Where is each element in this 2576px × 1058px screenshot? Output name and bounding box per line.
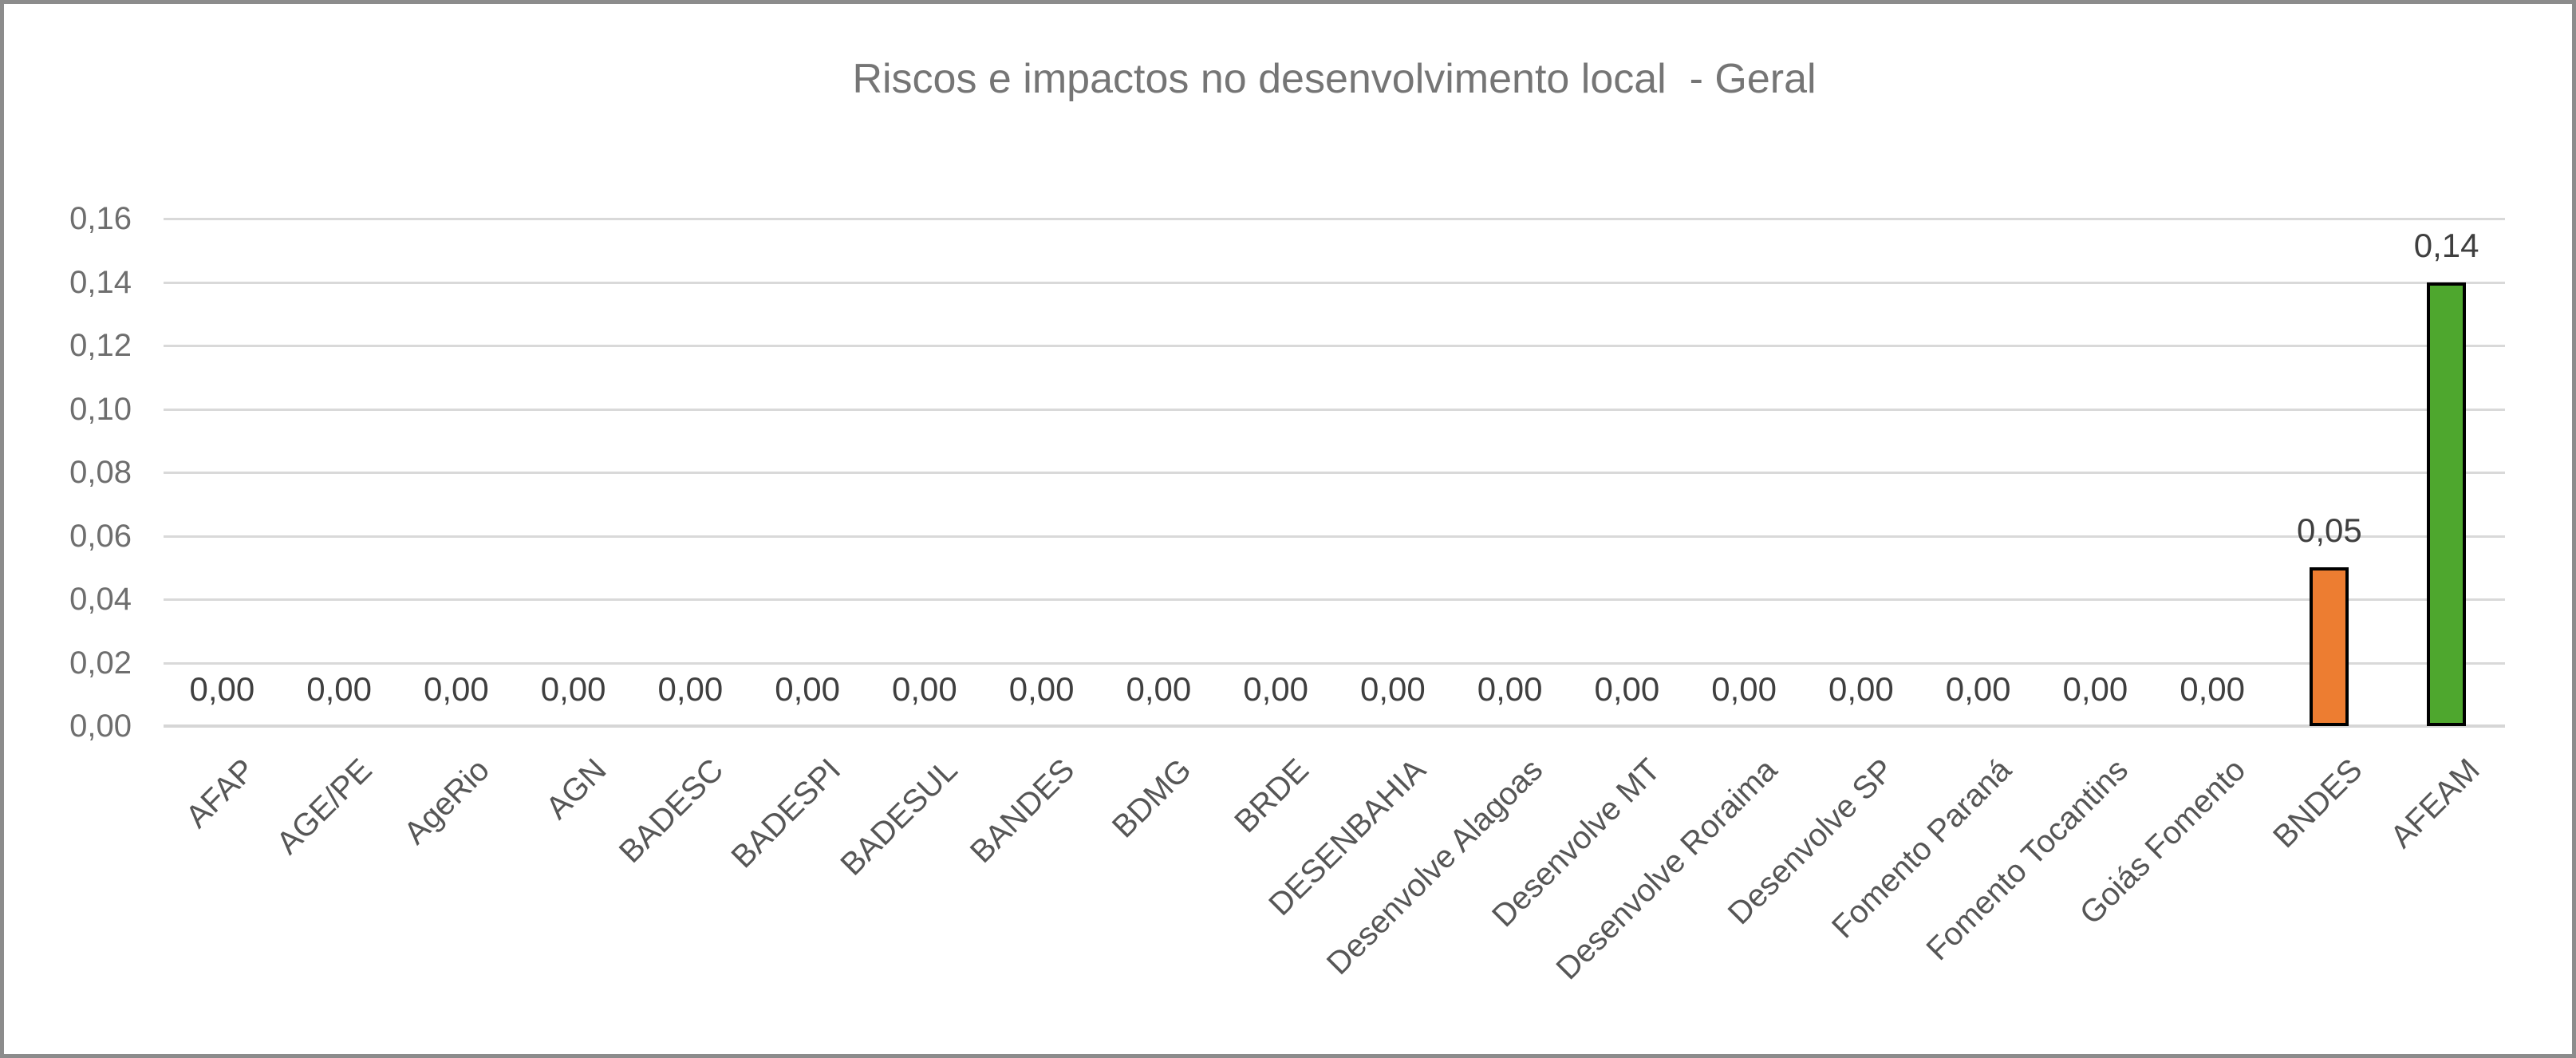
x-axis-category-label-row: BANDES	[4, 752, 1081, 870]
data-label-afeam: 0,14	[2413, 226, 2479, 264]
data-label-desenvolve-alagoas: 0,00	[1477, 670, 1543, 708]
x-axis-category-label-row: AGN	[4, 752, 613, 826]
gridline	[164, 345, 2505, 347]
data-label-goi-s-fomento: 0,00	[2180, 670, 2245, 708]
y-axis-tick-label: 0,00	[69, 709, 132, 744]
y-axis-tick-label: 0,14	[69, 264, 132, 300]
data-label-age-pe: 0,00	[306, 670, 372, 708]
x-axis-category-label-row: Fomento Paraná	[4, 752, 2018, 945]
data-label-bandes: 0,00	[1008, 670, 1075, 708]
x-axis-category-label-row: AGE/PE	[4, 752, 379, 861]
x-axis-category-label: BANDES	[964, 752, 1082, 870]
x-axis-category-label: AgeRio	[396, 752, 496, 851]
data-label-desenvolve-mt: 0,00	[1594, 670, 1660, 708]
x-axis-category-label-row: Desenvolve Alagoas	[4, 752, 1549, 981]
x-axis-category-label: BDMG	[1106, 752, 1199, 845]
gridline	[164, 661, 2505, 665]
x-axis-category-label: Desenvolve Roraima	[1549, 752, 1784, 987]
x-axis-line	[164, 724, 2505, 728]
gridline	[164, 408, 2505, 411]
x-axis-category-label-row: Goiás Fomento	[4, 752, 2251, 931]
y-axis-tick-label: 0,02	[69, 645, 132, 681]
x-axis-category-label-row: BADESUL	[4, 752, 965, 882]
data-label-fomento-tocantins: 0,00	[2062, 670, 2128, 708]
x-axis-category-label-row: BDMG	[4, 752, 1198, 845]
x-axis-category-label-row: BRDE	[4, 752, 1316, 840]
x-axis-category-label: Desenvolve MT	[1485, 752, 1667, 934]
data-label-agn: 0,00	[540, 670, 606, 708]
x-axis-category-label-row: Desenvolve Roraima	[4, 752, 1784, 987]
y-axis-tick-label: 0,08	[69, 455, 132, 490]
x-axis-category-label: DESENBAHIA	[1262, 752, 1433, 923]
data-label-agerio: 0,00	[424, 670, 489, 708]
x-axis-category-label-row: AFAP	[4, 752, 262, 835]
y-axis-tick-label: 0,06	[69, 518, 132, 554]
x-axis-category-label-row: Desenvolve SP	[4, 752, 1900, 931]
x-axis-category-label: BRDE	[1228, 752, 1316, 840]
y-axis-tick-label: 0,10	[69, 391, 132, 427]
data-label-bdmg: 0,00	[1126, 670, 1192, 708]
y-axis-tick-label: 0,16	[69, 201, 132, 236]
x-axis-category-label: Desenvolve SP	[1722, 752, 1901, 932]
gridline	[164, 535, 2505, 538]
x-axis-category-label-row: BADESC	[4, 752, 730, 870]
x-axis-category-label-row: Desenvolve MT	[4, 752, 1667, 934]
y-axis-tick-label: 0,04	[69, 582, 132, 617]
gridline	[164, 598, 2505, 601]
x-axis-category-label: Desenvolve Alagoas	[1320, 752, 1550, 982]
x-axis-category-label: Fomento Paraná	[1825, 752, 2018, 945]
x-axis-category-label: AGE/PE	[270, 752, 379, 862]
x-axis-category-label-row: AgeRio	[4, 752, 496, 851]
bar-afeam	[2427, 282, 2467, 726]
x-axis-category-label: BNDES	[2266, 752, 2369, 855]
x-axis-category-label: BADESUL	[834, 752, 965, 882]
x-axis-category-label-row: AFEAM	[4, 752, 2487, 855]
x-axis-category-label-row: BADESPI	[4, 752, 847, 875]
data-label-desenvolve-sp: 0,00	[1828, 670, 1894, 708]
x-axis-category-label: BADESC	[612, 752, 731, 870]
x-axis-category-label-row: DESENBAHIA	[4, 752, 1432, 922]
y-axis-tick-label: 0,12	[69, 328, 132, 363]
data-label-desenvolve-roraima: 0,00	[1711, 670, 1777, 708]
data-label-afap: 0,00	[189, 670, 255, 708]
x-axis-category-label: AFAP	[179, 752, 262, 835]
chart-title: Riscos e impactos no desenvolvimento loc…	[852, 56, 1817, 102]
data-label-brde: 0,00	[1243, 670, 1308, 708]
gridline	[164, 281, 2505, 284]
data-label-badesul: 0,00	[892, 670, 957, 708]
gridline	[164, 472, 2505, 474]
x-axis-category-label: BADESPI	[724, 752, 847, 875]
data-label-desenbahia: 0,00	[1360, 670, 1426, 708]
x-axis-category-label: AFEAM	[2383, 752, 2487, 855]
data-label-badesc: 0,00	[657, 670, 724, 708]
x-axis-category-label-row: Fomento Tocantins	[4, 752, 2136, 968]
data-label-bndes: 0,05	[2297, 511, 2362, 550]
gridline	[164, 218, 2505, 220]
x-axis-category-label-row: BNDES	[4, 752, 2369, 855]
x-axis-category-label: Goiás Fomento	[2073, 752, 2252, 932]
x-axis-category-label: AGN	[539, 752, 613, 827]
data-label-fomento-paran: 0,00	[1945, 670, 2011, 708]
data-label-badespi: 0,00	[775, 670, 840, 708]
bar-bndes	[2310, 567, 2349, 726]
x-axis-category-label: Fomento Tocantins	[1919, 752, 2136, 968]
